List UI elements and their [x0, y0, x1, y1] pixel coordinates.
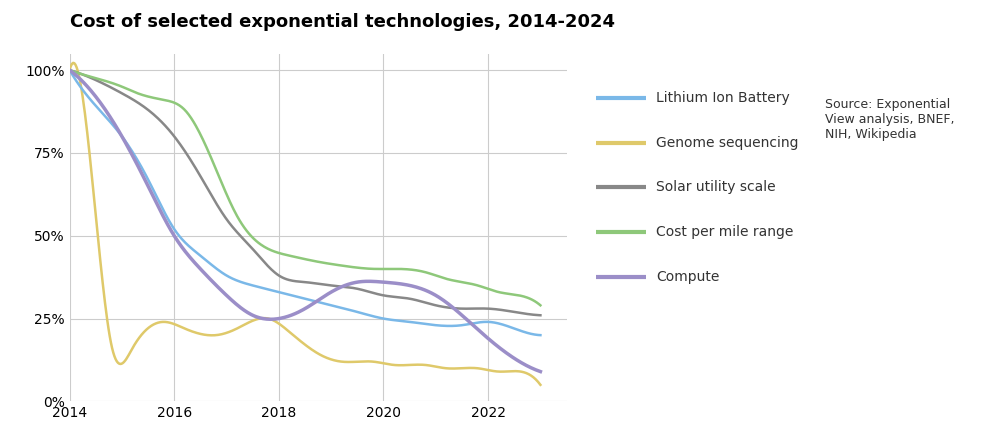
- Text: Source: Exponential
View analysis, BNEF,
NIH, Wikipedia: Source: Exponential View analysis, BNEF,…: [825, 98, 954, 141]
- Text: Compute: Compute: [656, 269, 720, 284]
- Text: Solar utility scale: Solar utility scale: [656, 180, 775, 194]
- Text: Genome sequencing: Genome sequencing: [656, 136, 798, 150]
- Text: Cost per mile range: Cost per mile range: [656, 225, 793, 239]
- Text: Lithium Ion Battery: Lithium Ion Battery: [656, 91, 790, 105]
- Text: Cost of selected exponential technologies, 2014-2024: Cost of selected exponential technologie…: [70, 13, 614, 31]
